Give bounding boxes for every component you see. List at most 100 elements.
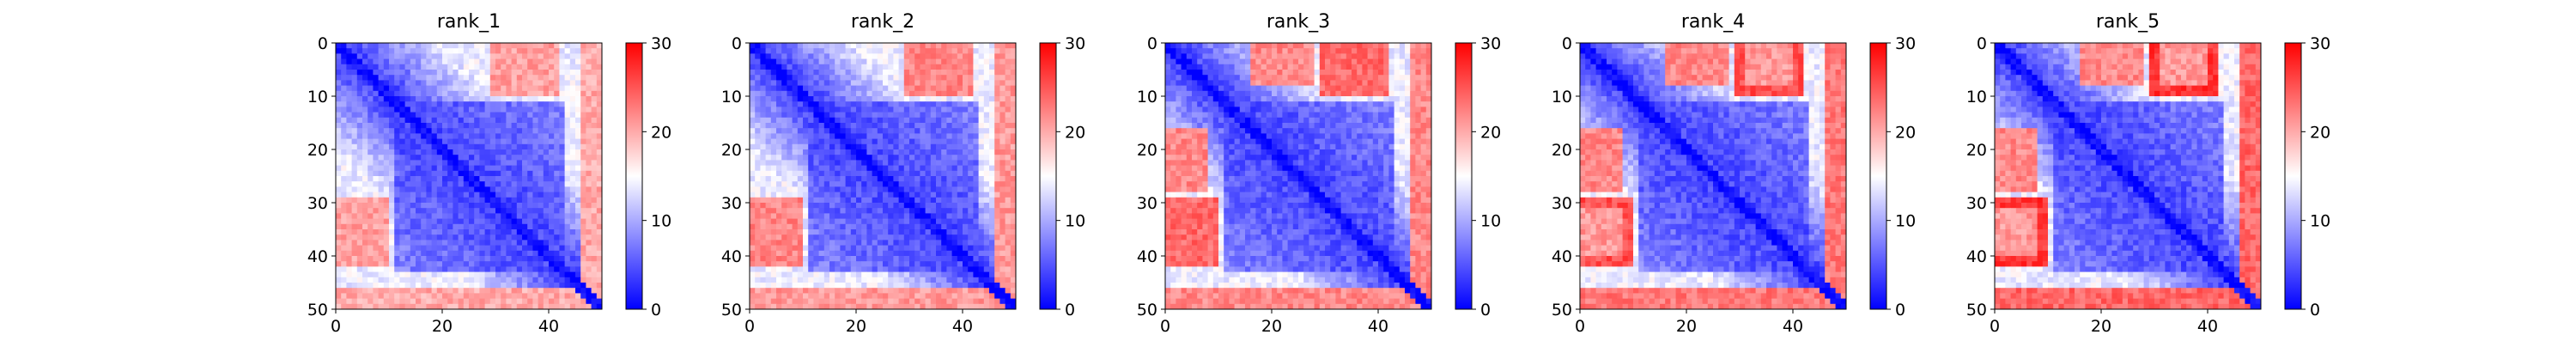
heatmap-cell xyxy=(1005,144,1012,150)
heatmap-cell xyxy=(851,101,857,107)
heatmap-cell xyxy=(357,186,363,192)
heatmap-cell xyxy=(776,123,782,129)
heatmap-cell xyxy=(341,118,347,124)
heatmap-cell xyxy=(373,213,379,219)
heatmap-cell xyxy=(904,198,910,204)
heatmap-cell xyxy=(920,113,926,119)
heatmap-cell xyxy=(586,192,592,198)
heatmap-cell xyxy=(888,43,894,49)
heatmap-cell xyxy=(824,251,830,257)
heatmap-cell xyxy=(931,59,937,65)
heatmap-cell xyxy=(968,192,974,198)
heatmap-cell xyxy=(565,80,571,86)
heatmap-cell xyxy=(517,160,523,166)
heatmap-cell xyxy=(813,160,819,166)
heatmap-cell xyxy=(931,203,937,209)
heatmap-cell xyxy=(495,283,501,289)
heatmap-cell xyxy=(931,176,937,182)
heatmap-cell xyxy=(846,128,852,134)
heatmap-cell xyxy=(549,266,555,272)
heatmap-cell xyxy=(506,59,512,65)
heatmap-cell xyxy=(824,43,830,49)
heatmap-cell xyxy=(979,166,985,172)
heatmap-cell xyxy=(426,261,432,267)
heatmap-cell xyxy=(866,80,872,86)
heatmap-cell xyxy=(554,43,560,49)
heatmap-cell xyxy=(1011,75,1017,81)
heatmap-cell xyxy=(914,186,920,192)
heatmap-cell xyxy=(979,240,985,246)
heatmap-cell xyxy=(888,234,894,240)
heatmap-cell xyxy=(495,149,501,155)
heatmap-cell xyxy=(580,213,586,219)
heatmap-cell xyxy=(941,240,947,246)
heatmap-cell xyxy=(544,283,550,289)
heatmap-cell xyxy=(926,288,932,294)
heatmap-cell xyxy=(798,139,804,145)
heatmap-cell xyxy=(410,144,416,150)
heatmap-cell xyxy=(878,251,884,257)
heatmap-cell xyxy=(999,86,1005,92)
heatmap-cell xyxy=(1005,186,1012,192)
heatmap-cell xyxy=(336,219,342,225)
heatmap-cell xyxy=(447,181,453,187)
heatmap-cell xyxy=(474,304,480,310)
heatmap-cell xyxy=(532,251,538,257)
heatmap-cell xyxy=(808,224,814,230)
heatmap-cell xyxy=(904,133,910,139)
heatmap-cell xyxy=(920,266,926,272)
heatmap-cell xyxy=(575,266,581,272)
heatmap-cell xyxy=(373,155,379,161)
heatmap-cell xyxy=(517,176,523,182)
heatmap-cell xyxy=(829,166,835,172)
heatmap-cell xyxy=(559,160,565,166)
heatmap-cell xyxy=(580,246,586,252)
heatmap-cell xyxy=(512,70,518,76)
heatmap-cell xyxy=(755,240,761,246)
heatmap-cell xyxy=(866,118,872,124)
heatmap-cell xyxy=(512,107,518,113)
heatmap-cell xyxy=(963,118,969,124)
heatmap-cell xyxy=(883,166,889,172)
heatmap-cell xyxy=(776,234,782,240)
heatmap-cell xyxy=(984,91,990,97)
heatmap-cell xyxy=(527,133,533,139)
heatmap-cell xyxy=(755,113,761,119)
heatmap-cell xyxy=(994,219,1000,225)
heatmap-cell xyxy=(883,261,889,267)
heatmap-cell xyxy=(459,203,465,209)
heatmap-cell xyxy=(952,91,958,97)
heatmap-cell xyxy=(878,203,884,209)
heatmap-cell xyxy=(994,277,1000,283)
heatmap-cell xyxy=(968,86,974,92)
heatmap-cell xyxy=(926,176,932,182)
heatmap-cell xyxy=(760,299,766,305)
heatmap-cell xyxy=(592,48,598,54)
heatmap-cell xyxy=(379,91,385,97)
heatmap-cell xyxy=(368,176,374,182)
heatmap-cell xyxy=(766,266,772,272)
heatmap-cell xyxy=(389,64,395,70)
heatmap-cell xyxy=(963,48,969,54)
heatmap-cell xyxy=(379,101,385,107)
heatmap-cell xyxy=(410,118,416,124)
heatmap-cell xyxy=(554,266,560,272)
heatmap-cell xyxy=(824,219,830,225)
heatmap-cell xyxy=(592,128,598,134)
heatmap-cell xyxy=(771,160,777,166)
heatmap-cell xyxy=(379,155,385,161)
heatmap-cell xyxy=(904,75,910,81)
heatmap-cell xyxy=(914,144,920,150)
heatmap-cell xyxy=(856,288,862,294)
heatmap-cell xyxy=(829,75,835,81)
heatmap-cell xyxy=(813,166,819,172)
heatmap-cell xyxy=(479,219,485,225)
heatmap-cell xyxy=(760,261,766,267)
heatmap-cell xyxy=(549,113,555,119)
heatmap-cell xyxy=(999,155,1005,161)
heatmap-cell xyxy=(352,219,358,225)
heatmap-cell xyxy=(544,251,550,257)
heatmap-cell xyxy=(597,101,603,107)
heatmap-cell xyxy=(963,43,969,49)
heatmap-cell xyxy=(362,133,368,139)
